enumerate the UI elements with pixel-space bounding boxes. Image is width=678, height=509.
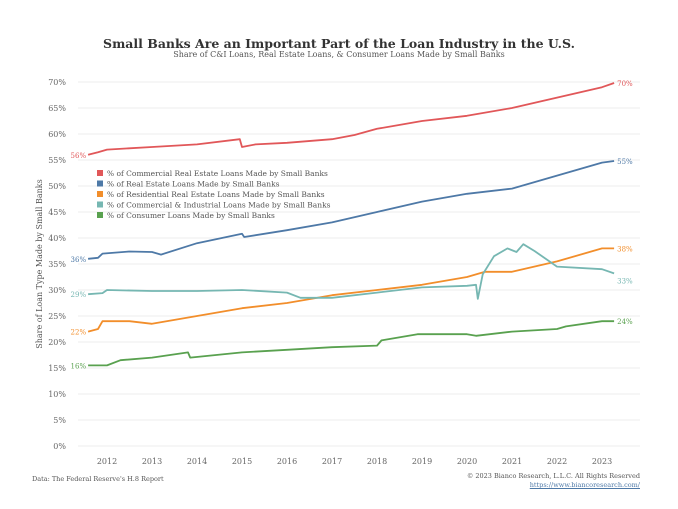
start-value-label: 29% [71,291,87,299]
end-value-label: 70% [617,80,633,88]
x-tick-label: 2012 [97,457,117,466]
x-tick-label: 2013 [142,457,162,466]
chart-title: Small Banks Are an Important Part of the… [103,36,575,51]
legend-swatch [97,180,103,187]
y-tick-label: 35% [48,260,66,269]
series-line [87,82,615,156]
legend-swatch [97,170,103,176]
legend-swatch [97,201,103,208]
series-line [88,320,615,367]
x-tick-label: 2017 [322,457,342,466]
x-tick-label: 2019 [412,457,432,466]
x-tick-label: 2016 [277,457,297,466]
x-tick-label: 2020 [457,457,477,466]
end-value-label: 33% [617,277,633,285]
y-tick-label: 10% [48,390,66,399]
start-value-label: 22% [71,329,87,337]
series-line [88,160,615,260]
y-tick-label: 30% [48,286,66,295]
y-tick-label: 40% [48,234,66,243]
y-tick-label: 45% [48,208,66,217]
y-tick-label: 20% [48,338,66,347]
x-tick-label: 2018 [367,457,387,466]
x-tick-label: 2022 [547,457,567,466]
y-tick-label: 60% [48,130,66,139]
source-note: Data: The Federal Reserve's H.8 Report [32,475,164,483]
x-tick-label: 2015 [232,457,252,466]
start-value-label: 16% [71,362,87,370]
y-tick-label: 70% [48,78,66,87]
legend-swatch [97,212,103,218]
y-tick-label: 15% [48,364,66,373]
x-tick-label: 2021 [502,457,522,466]
y-tick-label: 50% [48,182,66,191]
legend-label: % of Residential Real Estate Loans Made … [107,190,325,199]
copyright-note: © 2023 Bianco Research, L.L.C. All Right… [466,472,640,480]
end-value-label: 24% [617,318,633,326]
x-tick-label: 2014 [187,457,207,466]
legend-label: % of Real Estate Loans Made by Small Ban… [107,180,280,189]
website-link[interactable]: https://www.biancoresearch.com/ [529,481,640,489]
legend-label: % of Commercial & Industrial Loans Made … [107,201,331,210]
legend-swatch [97,191,103,197]
y-tick-label: 5% [53,416,66,425]
start-value-label: 56% [71,152,87,160]
series-line [87,247,615,333]
x-tick-label: 2023 [592,457,612,466]
series-line [88,243,615,300]
y-tick-label: 55% [48,156,66,165]
start-value-label: 36% [71,256,87,264]
y-axis-label: Share of Loan Type Made by Small Banks [35,179,44,348]
y-tick-label: 25% [48,312,66,321]
end-value-label: 38% [617,245,633,253]
legend-label: % of Commercial Real Estate Loans Made b… [107,169,328,178]
end-value-label: 55% [617,158,633,166]
y-tick-label: 0% [53,442,66,451]
legend-label: % of Consumer Loans Made by Small Banks [107,211,275,220]
chart-subtitle: Share of C&I Loans, Real Estate Loans, &… [173,50,505,59]
y-tick-label: 65% [48,104,66,113]
